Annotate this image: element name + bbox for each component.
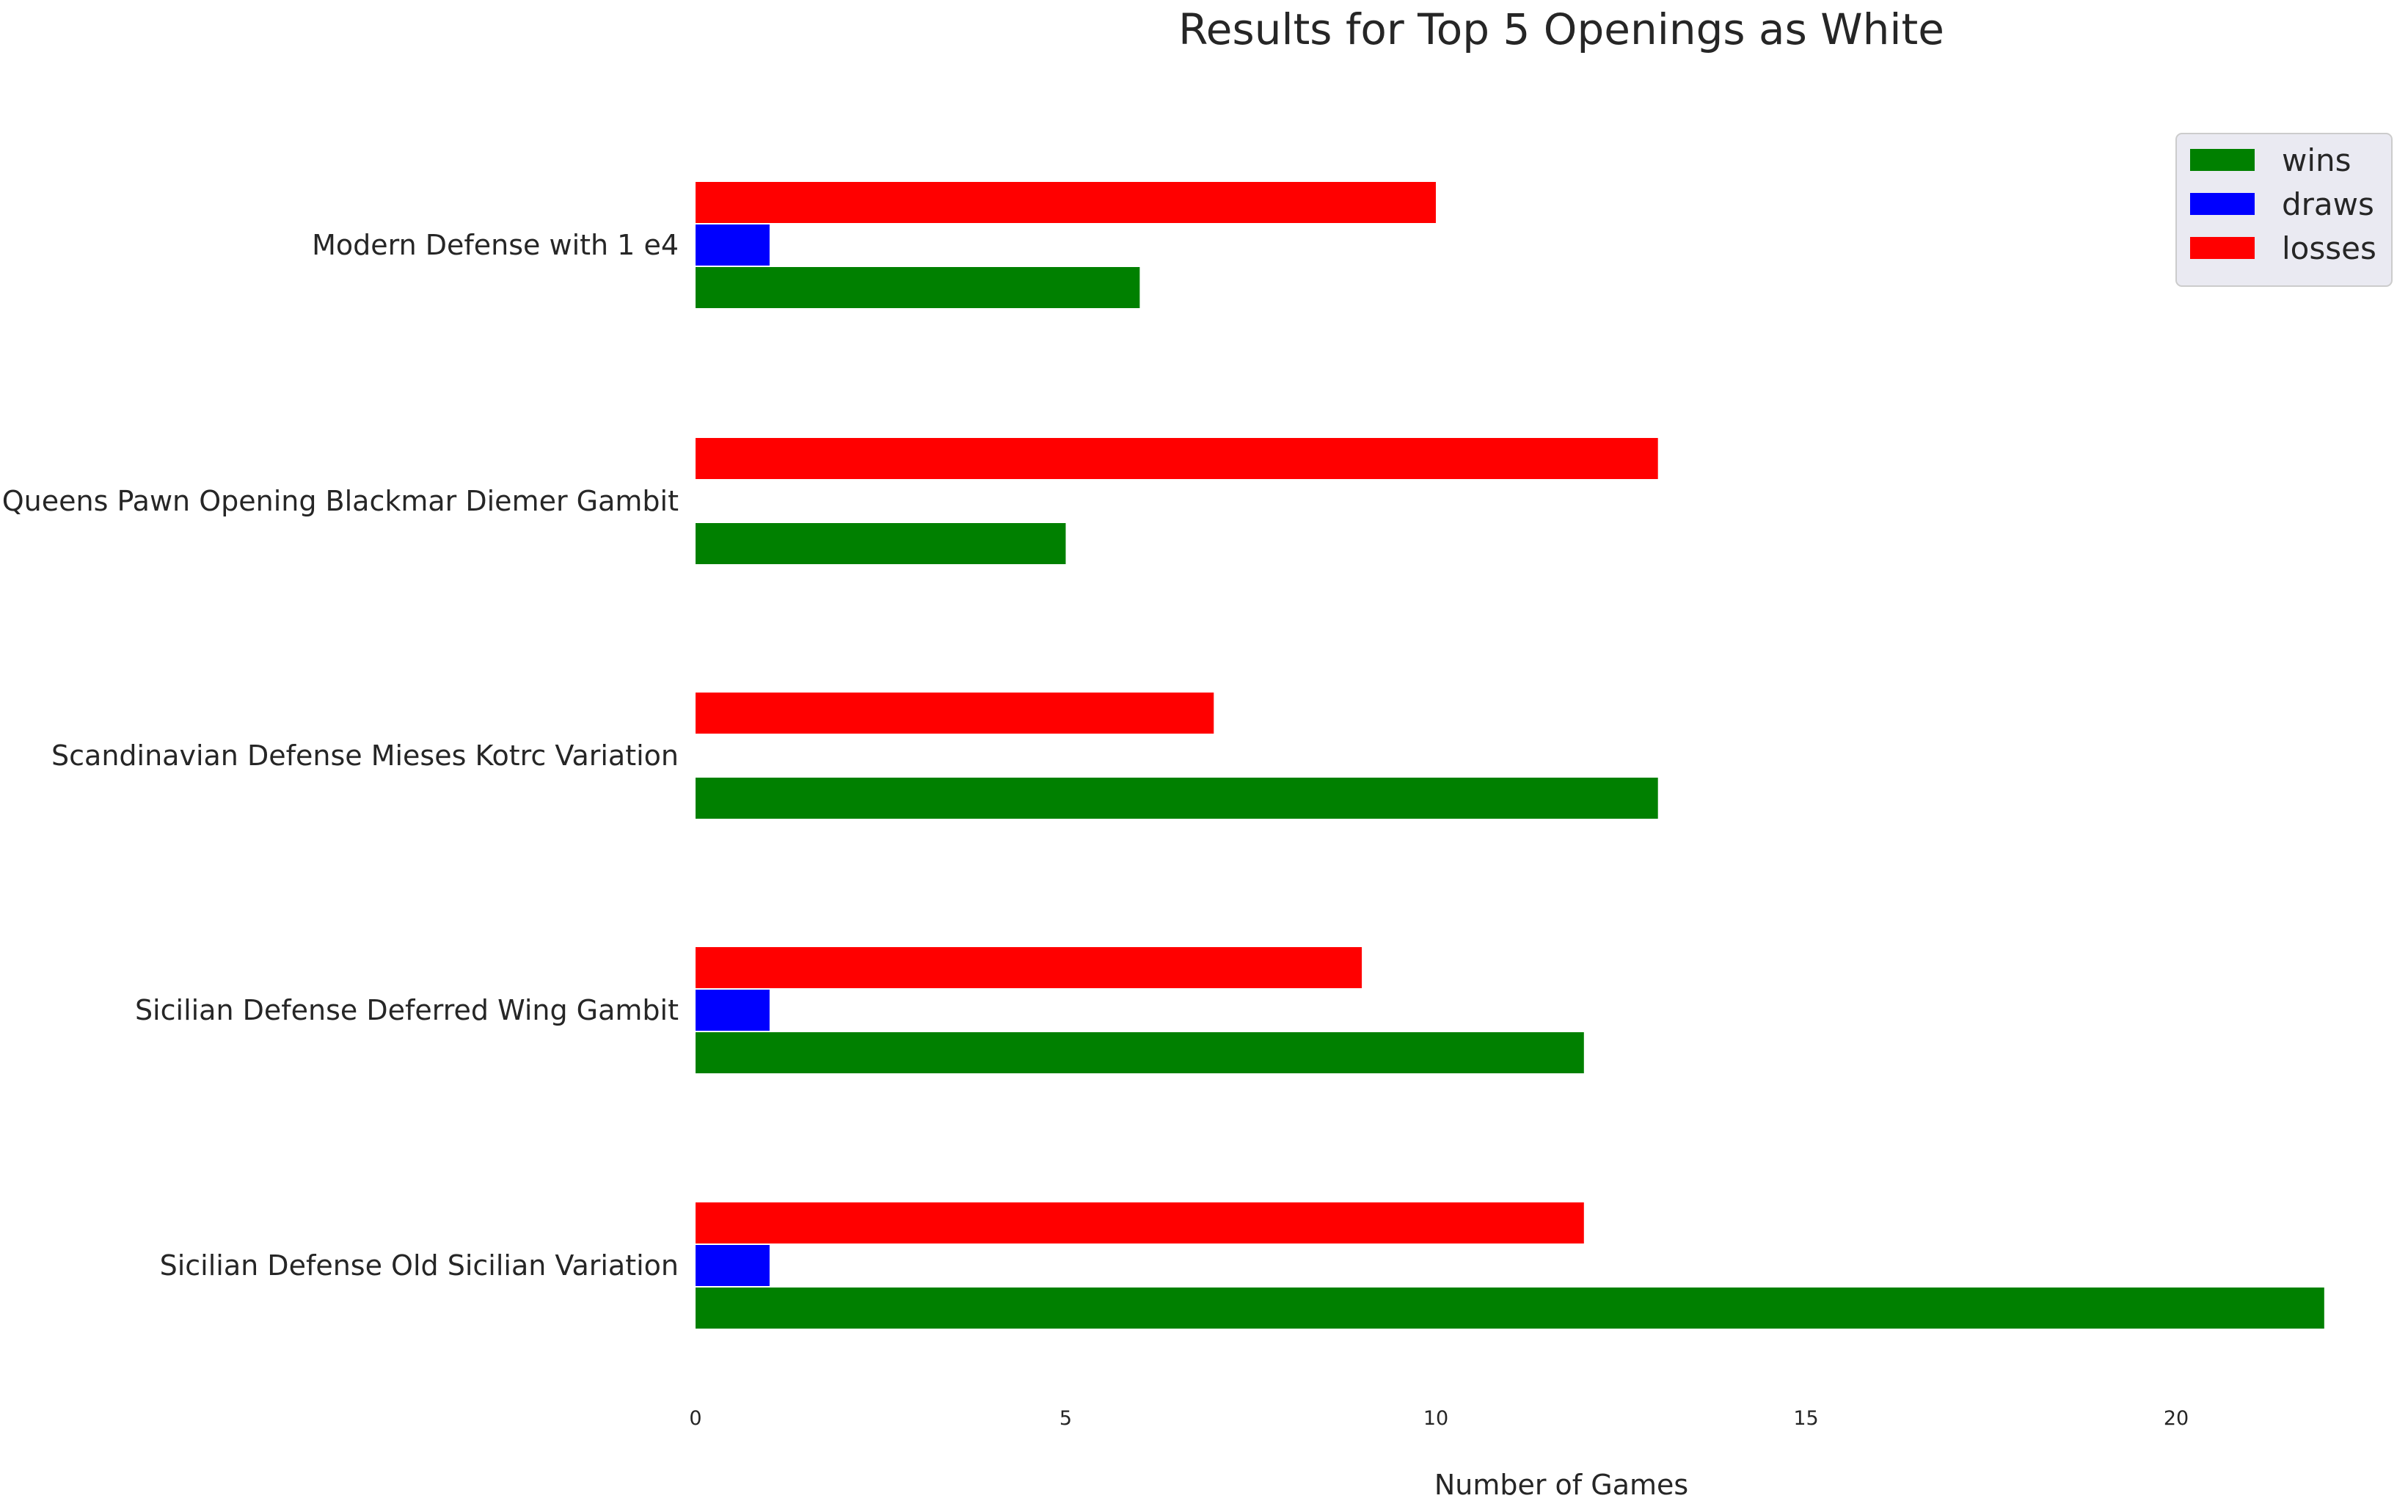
bar-losses-sicilian-defense-old-sicilian-variation: [696, 1202, 1584, 1243]
bar-draws-sicilian-defense-old-sicilian-variation: [696, 1245, 770, 1286]
category-label-modern-defense-with-1-e4: Modern Defense with 1 e4: [312, 229, 679, 261]
legend-swatch-wins: [2190, 149, 2255, 171]
bars-group: [696, 182, 2324, 1329]
legend: wins draws losses: [2175, 133, 2393, 287]
legend-swatch-losses: [2190, 237, 2255, 259]
bar-draws-sicilian-defense-deferred-wing-gambit: [696, 990, 770, 1031]
legend-label-wins: wins: [2282, 142, 2352, 178]
bar-draws-modern-defense-with-1-e4: [696, 224, 770, 266]
legend-label-losses: losses: [2282, 230, 2376, 266]
bar-wins-sicilian-defense-deferred-wing-gambit: [696, 1032, 1584, 1073]
x-axis-label: Number of Games: [1434, 1469, 1688, 1501]
bar-losses-modern-defense-with-1-e4: [696, 182, 1436, 223]
legend-label-draws: draws: [2282, 186, 2374, 222]
x-tick-label-20: 20: [2164, 1407, 2189, 1430]
bar-wins-sicilian-defense-old-sicilian-variation: [696, 1288, 2324, 1329]
bar-wins-scandinavian-defense-mieses-kotrc-variation: [696, 778, 1658, 819]
x-tick-label-0: 0: [689, 1407, 701, 1430]
legend-items: wins draws losses: [2190, 142, 2376, 266]
x-tick-label-15: 15: [1793, 1407, 1818, 1430]
bar-wins-queens-pawn-opening-blackmar-diemer-gambit: [696, 523, 1066, 564]
x-tick-label-10: 10: [1423, 1407, 1448, 1430]
category-label-scandinavian-defense-mieses-kotrc-variation: Scandinavian Defense Mieses Kotrc Variat…: [51, 739, 679, 772]
bar-wins-modern-defense-with-1-e4: [696, 267, 1140, 308]
bar-losses-queens-pawn-opening-blackmar-diemer-gambit: [696, 438, 1658, 479]
bar-losses-sicilian-defense-deferred-wing-gambit: [696, 947, 1362, 988]
category-labels: Sicilian Defense Old Sicilian Variation S…: [2, 229, 679, 1282]
x-tick-label-5: 5: [1059, 1407, 1072, 1430]
category-label-sicilian-defense-deferred-wing-gambit: Sicilian Defense Deferred Wing Gambit: [135, 994, 679, 1026]
category-label-queens-pawn-opening-blackmar-diemer-gambit: Queens Pawn Opening Blackmar Diemer Gamb…: [2, 485, 679, 517]
chart-title: Results for Top 5 Openings as White: [1178, 4, 1944, 54]
legend-swatch-draws: [2190, 193, 2255, 215]
category-label-sicilian-defense-old-sicilian-variation: Sicilian Defense Old Sicilian Variation: [160, 1249, 679, 1282]
bar-losses-scandinavian-defense-mieses-kotrc-variation: [696, 693, 1214, 734]
x-tick-labels: 0 5 10 15 20: [689, 1407, 2189, 1430]
